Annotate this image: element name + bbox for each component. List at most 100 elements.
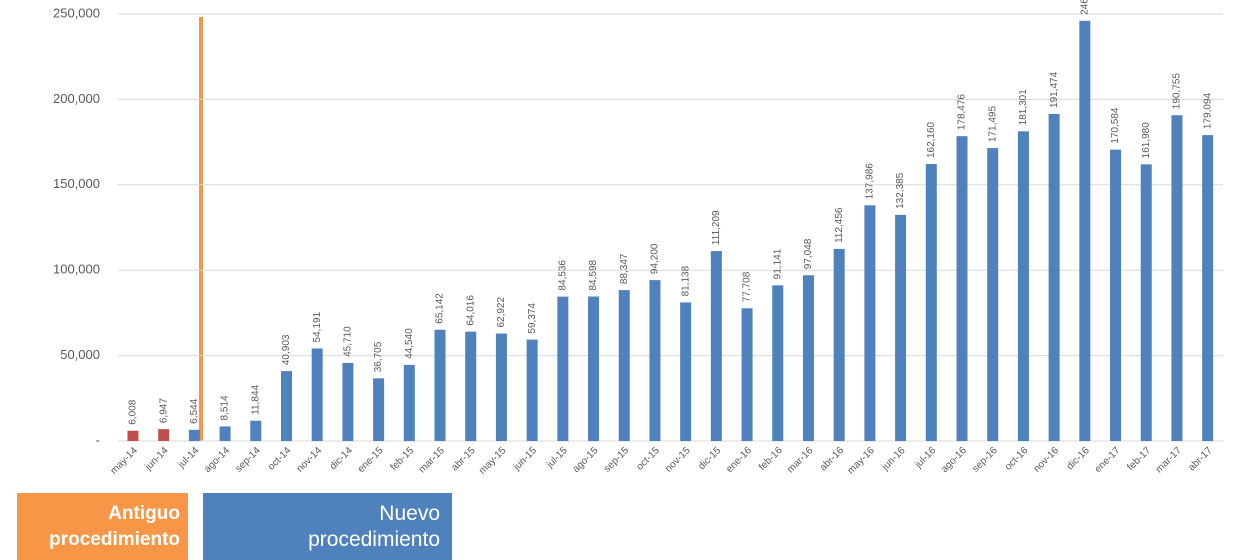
x-tick-label: ene-17 [1093,445,1123,475]
x-tick-label: sep-15 [602,445,632,475]
x-tick-label: sep-16 [970,445,1000,475]
bar [895,214,907,441]
y-tick-label: 50,000 [60,347,100,362]
y-tick-label: - [96,432,100,447]
x-tick-label: may-15 [477,445,509,477]
bar [649,280,661,441]
bar [495,333,507,441]
data-label: 8,514 [220,395,231,420]
data-label: 170,584 [1110,107,1121,144]
data-label: 6,947 [158,398,169,423]
bar [710,251,722,441]
data-label: 64,016 [465,295,476,326]
annotation: Antiguo procedimiento [49,503,180,550]
data-label: 62,922 [496,297,507,328]
y-tick-label: 200,000 [53,91,100,106]
data-label: 44,540 [404,328,415,359]
bar [802,275,814,441]
bar [987,148,999,441]
x-tick-label: nov-15 [663,445,693,475]
data-label: 6,544 [189,398,200,423]
data-label: 81,138 [680,265,691,296]
x-tick-label: sep-14 [233,445,263,475]
x-tick-label: mar-15 [417,445,447,475]
bar [434,329,446,441]
data-label: 91,141 [772,248,783,279]
chart: - 50,000 100,000 150,000 200,000 250,000 may-1… [53,0,1223,477]
bar [373,378,385,441]
old-procedure-box: Antiguo procedimiento [17,493,188,560]
x-tick-label: feb-15 [388,445,416,473]
bar [1079,20,1091,441]
x-tick-label: oct-14 [266,445,294,473]
bar [250,420,262,441]
x-tick-label: ene-15 [356,445,386,475]
bar [158,429,170,441]
bar [741,308,753,441]
bar [280,371,292,441]
data-label: 94,200 [650,243,661,274]
bar [127,430,139,441]
bar [465,331,477,441]
bar [588,296,600,441]
bar [342,362,354,441]
bar [680,302,692,441]
bar [956,136,968,441]
data-label: 88,347 [619,253,630,284]
x-tick-label: jul-16 [912,445,938,471]
bar [403,364,415,441]
bar [219,426,231,441]
x-tick-label: nov-16 [1032,445,1062,475]
y-tick-label: 250,000 [53,5,100,20]
annotation: Nuevo procedimiento [308,502,440,551]
bar [188,429,200,441]
x-tick-label: mar-17 [1154,445,1184,475]
x-tick-label: jul-14 [176,445,202,471]
data-label: 132,385 [895,172,906,209]
x-tick-label: feb-16 [757,445,785,473]
bar [557,296,569,441]
y-tick-label: 150,000 [53,176,100,191]
bar [833,248,845,441]
data-label: 45,710 [343,326,354,357]
data-label: 84,536 [557,260,568,291]
x-tick-label: may-16 [846,445,878,477]
x-tick-label: jun-16 [879,445,907,473]
new-procedure-box: Nuevo procedimiento [203,493,452,560]
data-label: 36,705 [373,341,384,372]
data-label: 77,708 [742,271,753,302]
x-tick-label: jun-14 [142,445,170,473]
x-tick-label: may-14 [109,445,141,477]
data-label: 65,142 [435,293,446,324]
data-label: 171,495 [987,106,998,143]
bar [526,339,538,441]
data-label: 40,903 [281,334,292,365]
bar [925,164,937,442]
data-label: 137,986 [865,163,876,200]
data-label: 178,476 [957,94,968,131]
bar [864,205,876,441]
y-tick-label: 100,000 [53,262,100,277]
data-label: 246,000 [1079,0,1090,15]
data-label: 6,008 [128,399,139,424]
x-tick-label: dic-15 [696,445,723,472]
data-label: 54,191 [312,311,323,342]
x-tick-label: ago-14 [202,445,232,475]
data-label: 59,374 [527,303,538,334]
x-tick-label: feb-17 [1125,445,1153,473]
bar [1202,135,1214,441]
data-label: 191,474 [1049,71,1060,108]
data-label: 84,598 [588,259,599,290]
bar [1048,113,1060,442]
data-label: 97,048 [803,238,814,269]
x-tick-label: mar-16 [785,445,815,475]
bar [1017,131,1029,441]
x-tick-label: jun-15 [511,445,539,473]
x-tick-label: dic-14 [328,445,355,472]
bar [1110,149,1122,442]
x-tick-label: dic-16 [1065,445,1092,472]
x-tick-label: oct-15 [635,445,663,473]
x-tick-label: ene-16 [724,445,754,475]
data-label: 112,456 [834,207,845,243]
